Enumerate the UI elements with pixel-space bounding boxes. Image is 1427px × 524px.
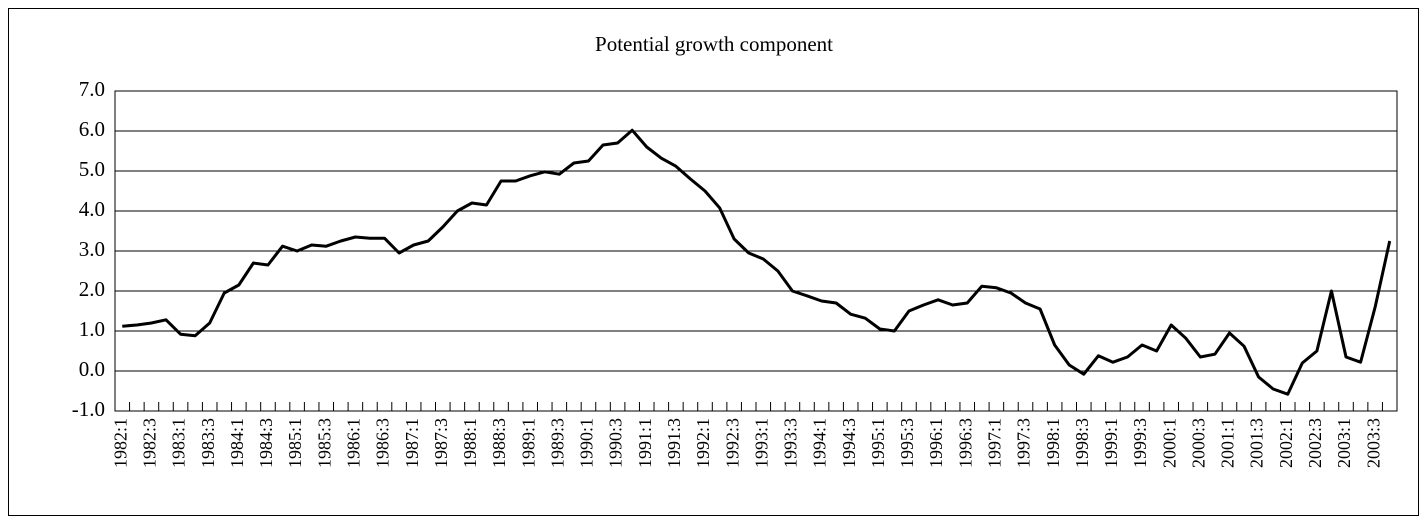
x-tick-label: 1993:3 (781, 418, 801, 468)
x-tick-label: 1984:3 (256, 418, 276, 468)
x-tick-label: 1995:3 (897, 418, 917, 468)
x-tick-label: 1992:1 (693, 418, 713, 468)
x-tick-label: 1994:1 (810, 418, 830, 468)
data-line (122, 128, 1392, 396)
x-tick-label: 1986:1 (344, 418, 364, 468)
x-tick-label: 1989:1 (518, 418, 538, 468)
x-tick-label: 1995:1 (868, 418, 888, 468)
y-tick-label: 5.0 (79, 157, 105, 181)
y-tick-label: 0.0 (79, 357, 105, 381)
y-tick-label: 3.0 (79, 237, 105, 261)
chart-frame (8, 8, 1419, 516)
x-tick-label: 1999:3 (1130, 418, 1150, 468)
x-tick-label: 1990:1 (577, 418, 597, 468)
x-tick-label: 1982:3 (140, 418, 160, 468)
x-tick-label: 1991:3 (664, 418, 684, 468)
x-tick-label: 1997:3 (1014, 418, 1034, 468)
x-tick-label: 1989:3 (547, 418, 567, 468)
x-tick-label: 2002:1 (1276, 418, 1296, 468)
x-tick-label: 1984:1 (227, 418, 247, 468)
x-tick-label: 2000:3 (1188, 418, 1208, 468)
x-tick-label: 1998:3 (1072, 418, 1092, 468)
y-tick-label: 6.0 (79, 117, 105, 141)
y-tick-label: 4.0 (79, 197, 105, 221)
x-tick-label: 1983:3 (198, 418, 218, 468)
x-tick-label: 2001:1 (1218, 418, 1238, 468)
x-tick-label: 1988:3 (489, 418, 509, 468)
x-tick-label: 1996:1 (926, 418, 946, 468)
y-tick-label: -1.0 (72, 397, 105, 421)
x-tick-label: 2001:3 (1247, 418, 1267, 468)
y-tick-label: 1.0 (79, 317, 105, 341)
y-tick-label: 2.0 (79, 277, 105, 301)
y-tick-label: 7.0 (79, 77, 105, 101)
x-tick-label: 1982:1 (110, 418, 130, 468)
x-tick-label: 1993:1 (751, 418, 771, 468)
x-tick-label: 1985:1 (285, 418, 305, 468)
x-tick-label: 1990:3 (606, 418, 626, 468)
x-tick-label: 1999:1 (1101, 418, 1121, 468)
x-tick-label: 1986:3 (373, 418, 393, 468)
x-tick-label: 2002:3 (1305, 418, 1325, 468)
x-tick-label: 2003:1 (1334, 418, 1354, 468)
x-tick-label: 1994:3 (839, 418, 859, 468)
x-tick-label: 1987:1 (402, 418, 422, 468)
x-tick-label: 1991:1 (635, 418, 655, 468)
x-tick-label: 1997:1 (985, 418, 1005, 468)
x-tick-label: 1998:1 (1043, 418, 1063, 468)
x-tick-label: 1983:1 (169, 418, 189, 468)
x-tick-label: 1996:3 (955, 418, 975, 468)
x-tick-label: 1987:3 (431, 418, 451, 468)
chart-title: Potential growth component (595, 32, 833, 56)
x-tick-label: 1992:3 (722, 418, 742, 468)
x-tick-label: 2003:3 (1363, 418, 1383, 468)
x-tick-label: 1988:1 (460, 418, 480, 468)
x-tick-label: 1985:3 (314, 418, 334, 468)
x-tick-label: 2000:1 (1159, 418, 1179, 468)
